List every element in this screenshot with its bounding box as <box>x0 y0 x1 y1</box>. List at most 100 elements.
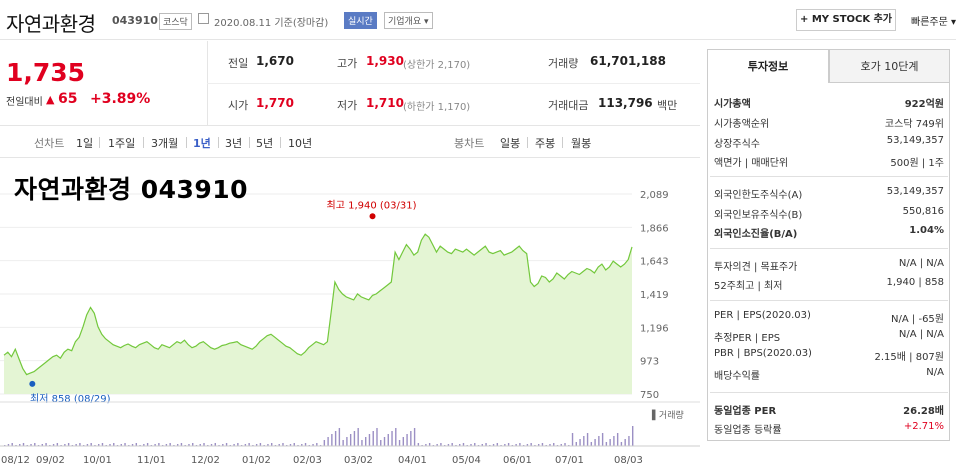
period-1d[interactable]: 1일 <box>76 137 94 150</box>
candle-daily[interactable]: 일봉 <box>500 137 521 150</box>
volume-bar <box>372 431 374 446</box>
info-row-label: 추정PER | EPS <box>714 333 781 344</box>
info-row: 52주최고 | 최저 1,940 | 858 <box>714 277 944 294</box>
volume-label: 거래량 <box>548 57 579 70</box>
low-label: 저가 <box>337 99 358 112</box>
x-tick-label: 01/02 <box>242 455 271 466</box>
divider <box>143 137 144 148</box>
add-mystock-button[interactable]: + MY STOCK 추가 <box>796 9 896 31</box>
tab-order-book[interactable]: 호가 10단계 <box>829 49 950 83</box>
volume-bar <box>530 443 532 446</box>
price-line <box>3 233 633 376</box>
live-button[interactable]: 실시간 <box>344 12 377 29</box>
volume-bar <box>613 436 615 446</box>
price-area <box>4 234 632 394</box>
volume-bar <box>327 437 329 446</box>
x-tick-label: 12/02 <box>191 455 220 466</box>
volume-bar <box>586 433 589 446</box>
volume-bar <box>594 439 596 446</box>
volume-bar <box>214 443 216 446</box>
period-1y[interactable]: 1년 <box>193 137 211 150</box>
volume-bar <box>56 443 59 446</box>
volume-bar <box>564 443 566 446</box>
price-chart[interactable]: 2,089 1,866 1,643 1,419 1,196 973 750 최고 1,940 … <box>0 158 700 471</box>
period-3y[interactable]: 3년 <box>225 137 243 150</box>
volume-bar <box>440 443 442 446</box>
company-info-button[interactable]: 기업개요 ▾ <box>384 12 433 29</box>
volume-bar <box>541 443 544 446</box>
volume-bar <box>316 443 318 446</box>
volume-bar <box>609 439 611 446</box>
volume-bar <box>203 443 205 446</box>
info-row: 배당수익률 N/A <box>714 367 944 384</box>
info-row-label: PBR | BPS(2020.03) <box>714 348 812 359</box>
period-bar <box>0 126 700 158</box>
volume-bar <box>470 444 472 446</box>
volume-bar <box>158 443 160 446</box>
max-point <box>369 213 376 220</box>
info-row: 시가총액순위 코스닥 749위 <box>714 115 944 132</box>
volume-legend: ▌거래량 <box>651 409 684 421</box>
tab-investment-info[interactable]: 투자정보 <box>707 49 829 83</box>
volume-bar <box>620 442 623 446</box>
info-row-value: N/A | N/A <box>898 258 944 269</box>
volume-bar <box>7 444 10 446</box>
volume-bar <box>537 444 540 446</box>
calendar-icon <box>198 13 209 24</box>
open-value: 1,770 <box>256 96 294 110</box>
panel-divider <box>710 392 948 393</box>
amount-unit: 백만 <box>657 99 678 112</box>
divider <box>527 137 528 148</box>
volume-bar <box>79 443 81 446</box>
info-row: 외국인소진율(B/A) 1.04% <box>714 225 944 242</box>
volume-bar <box>507 443 510 446</box>
info-row-value: +2.71% <box>903 421 944 432</box>
volume-bar <box>459 444 461 446</box>
candle-monthly[interactable]: 월봉 <box>571 137 592 150</box>
period-1w[interactable]: 1주일 <box>108 137 136 150</box>
period-10y[interactable]: 10년 <box>288 137 313 150</box>
volume-bar <box>436 444 438 446</box>
info-row-label: 상장주식수 <box>714 139 760 150</box>
volume-bar <box>410 431 412 446</box>
volume-bar <box>474 443 476 446</box>
x-tick-label: 04/01 <box>398 455 427 466</box>
info-row: 외국인보유주식수(B) 550,816 <box>714 206 944 223</box>
info-row: 투자의견 | 목표주가 N/A | N/A <box>714 258 944 275</box>
volume-bar <box>86 444 89 446</box>
volume-bar <box>398 440 401 446</box>
volume-bar <box>391 431 393 446</box>
volume-bar <box>301 444 303 446</box>
volume-bar <box>154 444 156 446</box>
volume-bar <box>180 443 183 446</box>
volume-bar <box>255 444 258 446</box>
volume-bar <box>248 443 250 446</box>
volume-bar <box>632 426 634 446</box>
quick-order-link[interactable]: 빠른주문 ▾ <box>911 17 956 28</box>
volume-bar <box>323 440 326 446</box>
market-tag: 코스닥 <box>159 13 192 30</box>
stock-header <box>0 0 956 40</box>
x-tick-label: 06/01 <box>503 455 532 466</box>
volume-bar <box>199 444 201 446</box>
volume-bar <box>312 444 314 446</box>
x-tick-label: 07/01 <box>555 455 584 466</box>
info-row-label: 외국인소진율(B/A) <box>714 229 798 240</box>
info-row-label: 동일업종 PER <box>714 406 777 417</box>
volume-bar <box>519 443 521 446</box>
volume-bar <box>549 444 551 446</box>
volume-bar <box>365 437 367 446</box>
prev-close-label: 전일 <box>228 57 249 70</box>
y-tick-label: 750 <box>640 390 659 401</box>
min-annotation: 최저 858 (08/29) <box>30 393 111 405</box>
high-label: 고가 <box>337 57 358 70</box>
line-chart-label: 선차트 <box>34 137 65 150</box>
period-5y[interactable]: 5년 <box>256 137 274 150</box>
volume-bar <box>492 444 495 446</box>
volume-bar <box>338 428 341 446</box>
x-tick-label: 03/02 <box>344 455 373 466</box>
date-text: 2020.08.11 기준(장마감) <box>214 18 329 29</box>
candle-weekly[interactable]: 주봉 <box>535 137 556 150</box>
period-3m[interactable]: 3개월 <box>151 137 179 150</box>
min-point <box>29 380 36 387</box>
